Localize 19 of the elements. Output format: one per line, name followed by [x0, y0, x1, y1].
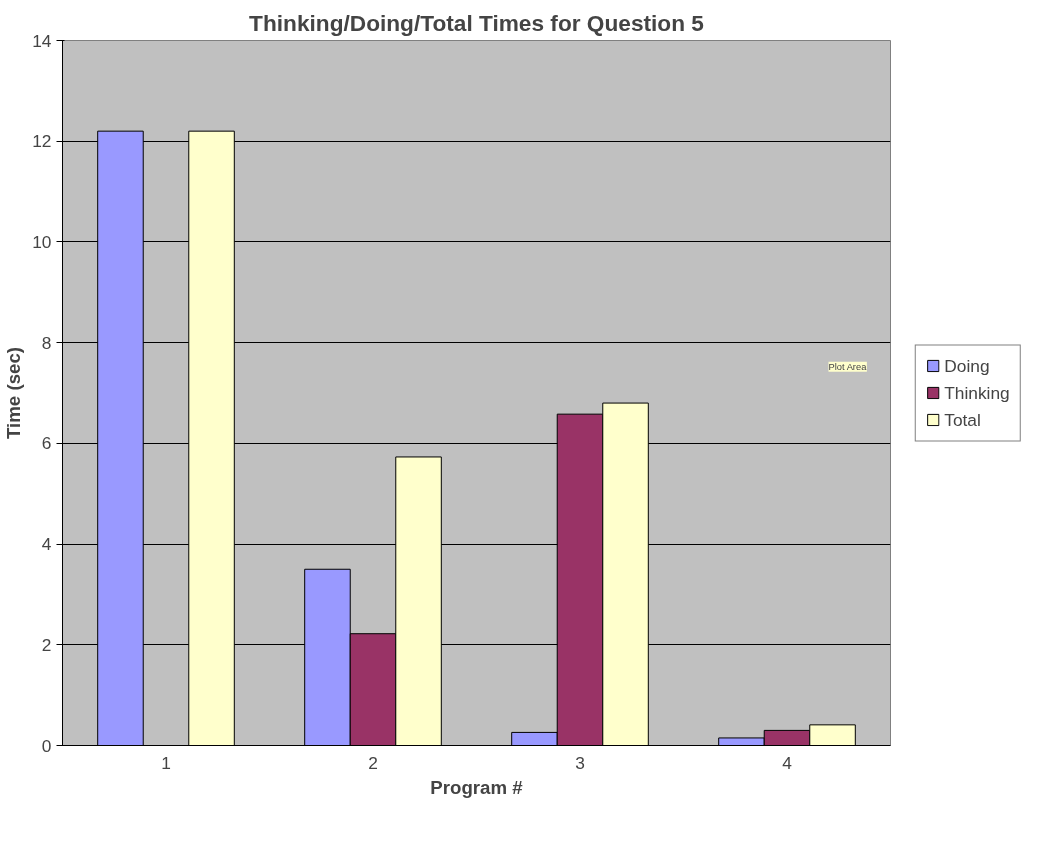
legend-label: Thinking — [944, 382, 1010, 403]
y-tick-label: 0 — [41, 735, 52, 756]
y-tick-label: 10 — [32, 231, 52, 252]
x-tick-label: 1 — [161, 752, 171, 773]
y-tick-label: 2 — [41, 634, 52, 655]
x-tick-label: 2 — [368, 752, 378, 773]
y-tick-label: 14 — [32, 30, 52, 51]
y-tick-label: 12 — [32, 131, 52, 152]
legend-label: Total — [944, 409, 981, 430]
y-tick-label: 4 — [41, 534, 52, 555]
legend-label: Doing — [944, 355, 990, 376]
y-axis-title: Time (sec) — [3, 347, 25, 439]
y-tick-label: 8 — [41, 332, 52, 353]
chart-title: Thinking/Doing/Total Times for Question 5 — [249, 9, 704, 36]
x-tick-label: 3 — [575, 752, 585, 773]
x-tick-label: 4 — [782, 752, 793, 773]
annotation: Plot Area — [828, 361, 868, 372]
x-axis-title: Program # — [430, 776, 524, 798]
y-tick-label: 6 — [41, 433, 52, 454]
